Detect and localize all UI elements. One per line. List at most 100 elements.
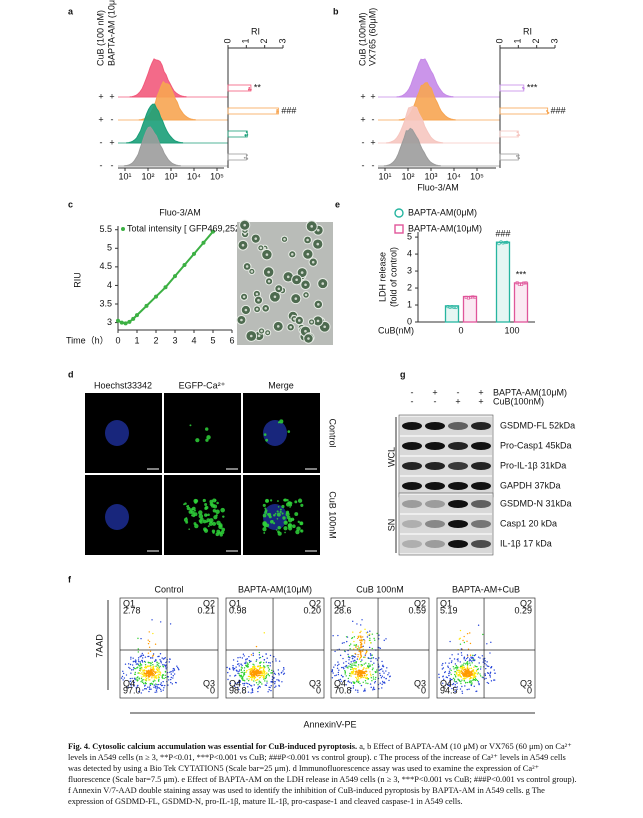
event xyxy=(135,677,137,680)
event xyxy=(170,678,172,681)
event xyxy=(142,689,144,691)
event xyxy=(358,680,360,683)
event xyxy=(337,634,339,637)
event xyxy=(351,668,354,670)
ca-signal xyxy=(210,503,216,508)
ca-signal xyxy=(211,521,217,526)
event xyxy=(141,667,143,669)
cell-core xyxy=(266,331,269,335)
event xyxy=(457,660,459,662)
event xyxy=(350,675,352,677)
event xyxy=(465,657,468,660)
event xyxy=(359,674,361,676)
x-tick-label: 0 xyxy=(115,335,120,345)
event xyxy=(343,641,345,644)
event xyxy=(467,670,470,673)
ri-dot xyxy=(246,157,249,160)
quadrant-value: 5.19 xyxy=(440,605,458,615)
event xyxy=(151,669,153,671)
histogram xyxy=(386,105,444,144)
event xyxy=(229,675,231,677)
event xyxy=(144,656,147,658)
ri-tick-label: 0 xyxy=(494,38,504,43)
event xyxy=(153,676,155,679)
event xyxy=(238,670,240,673)
point xyxy=(154,294,158,299)
ca-signal xyxy=(291,524,296,529)
event xyxy=(361,676,363,678)
event xyxy=(138,665,141,667)
legend-marker xyxy=(394,224,404,234)
line-series xyxy=(117,230,214,325)
treatment-label: BAPTA-AM(10μM) xyxy=(493,387,567,397)
event xyxy=(465,669,467,672)
event xyxy=(149,672,151,674)
event xyxy=(485,664,487,666)
event xyxy=(465,677,467,679)
event xyxy=(364,690,366,692)
event xyxy=(265,676,267,678)
event xyxy=(158,662,160,665)
event xyxy=(361,659,363,661)
band xyxy=(425,520,445,528)
x-tick-label: 1 xyxy=(134,335,139,345)
blot-lane xyxy=(400,535,492,553)
event xyxy=(260,667,263,669)
event xyxy=(129,677,132,680)
event xyxy=(130,669,133,671)
event xyxy=(266,672,268,674)
cell-core xyxy=(321,282,325,285)
event xyxy=(141,657,144,659)
event xyxy=(152,672,155,675)
legend-label: BAPTA-AM(0μM) xyxy=(408,207,477,217)
event xyxy=(360,624,362,626)
event xyxy=(375,676,377,679)
column-label: Merge xyxy=(268,380,294,390)
event xyxy=(233,667,236,670)
event xyxy=(245,658,247,661)
ca-signal xyxy=(267,512,272,517)
event xyxy=(485,667,487,670)
event xyxy=(247,682,249,685)
event xyxy=(227,678,229,681)
band xyxy=(402,520,422,528)
band xyxy=(402,540,422,548)
cell-core xyxy=(289,325,293,329)
ri-title: RI xyxy=(523,26,532,36)
replicate xyxy=(446,305,450,309)
event xyxy=(473,671,476,673)
event xyxy=(365,675,368,677)
plot-frame xyxy=(119,597,219,699)
event xyxy=(354,689,357,691)
event xyxy=(158,671,160,673)
event xyxy=(169,671,171,673)
cell-core xyxy=(250,270,254,273)
event xyxy=(357,676,359,678)
event xyxy=(255,682,258,684)
event xyxy=(141,659,143,662)
sign: - xyxy=(100,160,103,170)
event xyxy=(263,659,266,661)
x-tick-label: 10² xyxy=(141,171,154,181)
event xyxy=(251,689,253,691)
event xyxy=(381,683,383,686)
event xyxy=(352,668,355,670)
point xyxy=(201,240,206,245)
event xyxy=(334,650,336,653)
event xyxy=(476,679,479,682)
ca-signal xyxy=(287,523,292,529)
event xyxy=(350,672,353,674)
sign: - xyxy=(362,160,365,170)
event xyxy=(465,662,468,664)
event xyxy=(142,672,145,674)
event xyxy=(462,664,465,666)
event xyxy=(243,682,246,685)
cell-core xyxy=(300,271,304,274)
cell-core xyxy=(310,320,313,324)
event xyxy=(357,673,360,676)
event xyxy=(156,691,158,693)
event xyxy=(244,671,246,674)
ca-signal xyxy=(205,427,209,431)
event xyxy=(122,679,124,681)
event xyxy=(364,680,367,682)
